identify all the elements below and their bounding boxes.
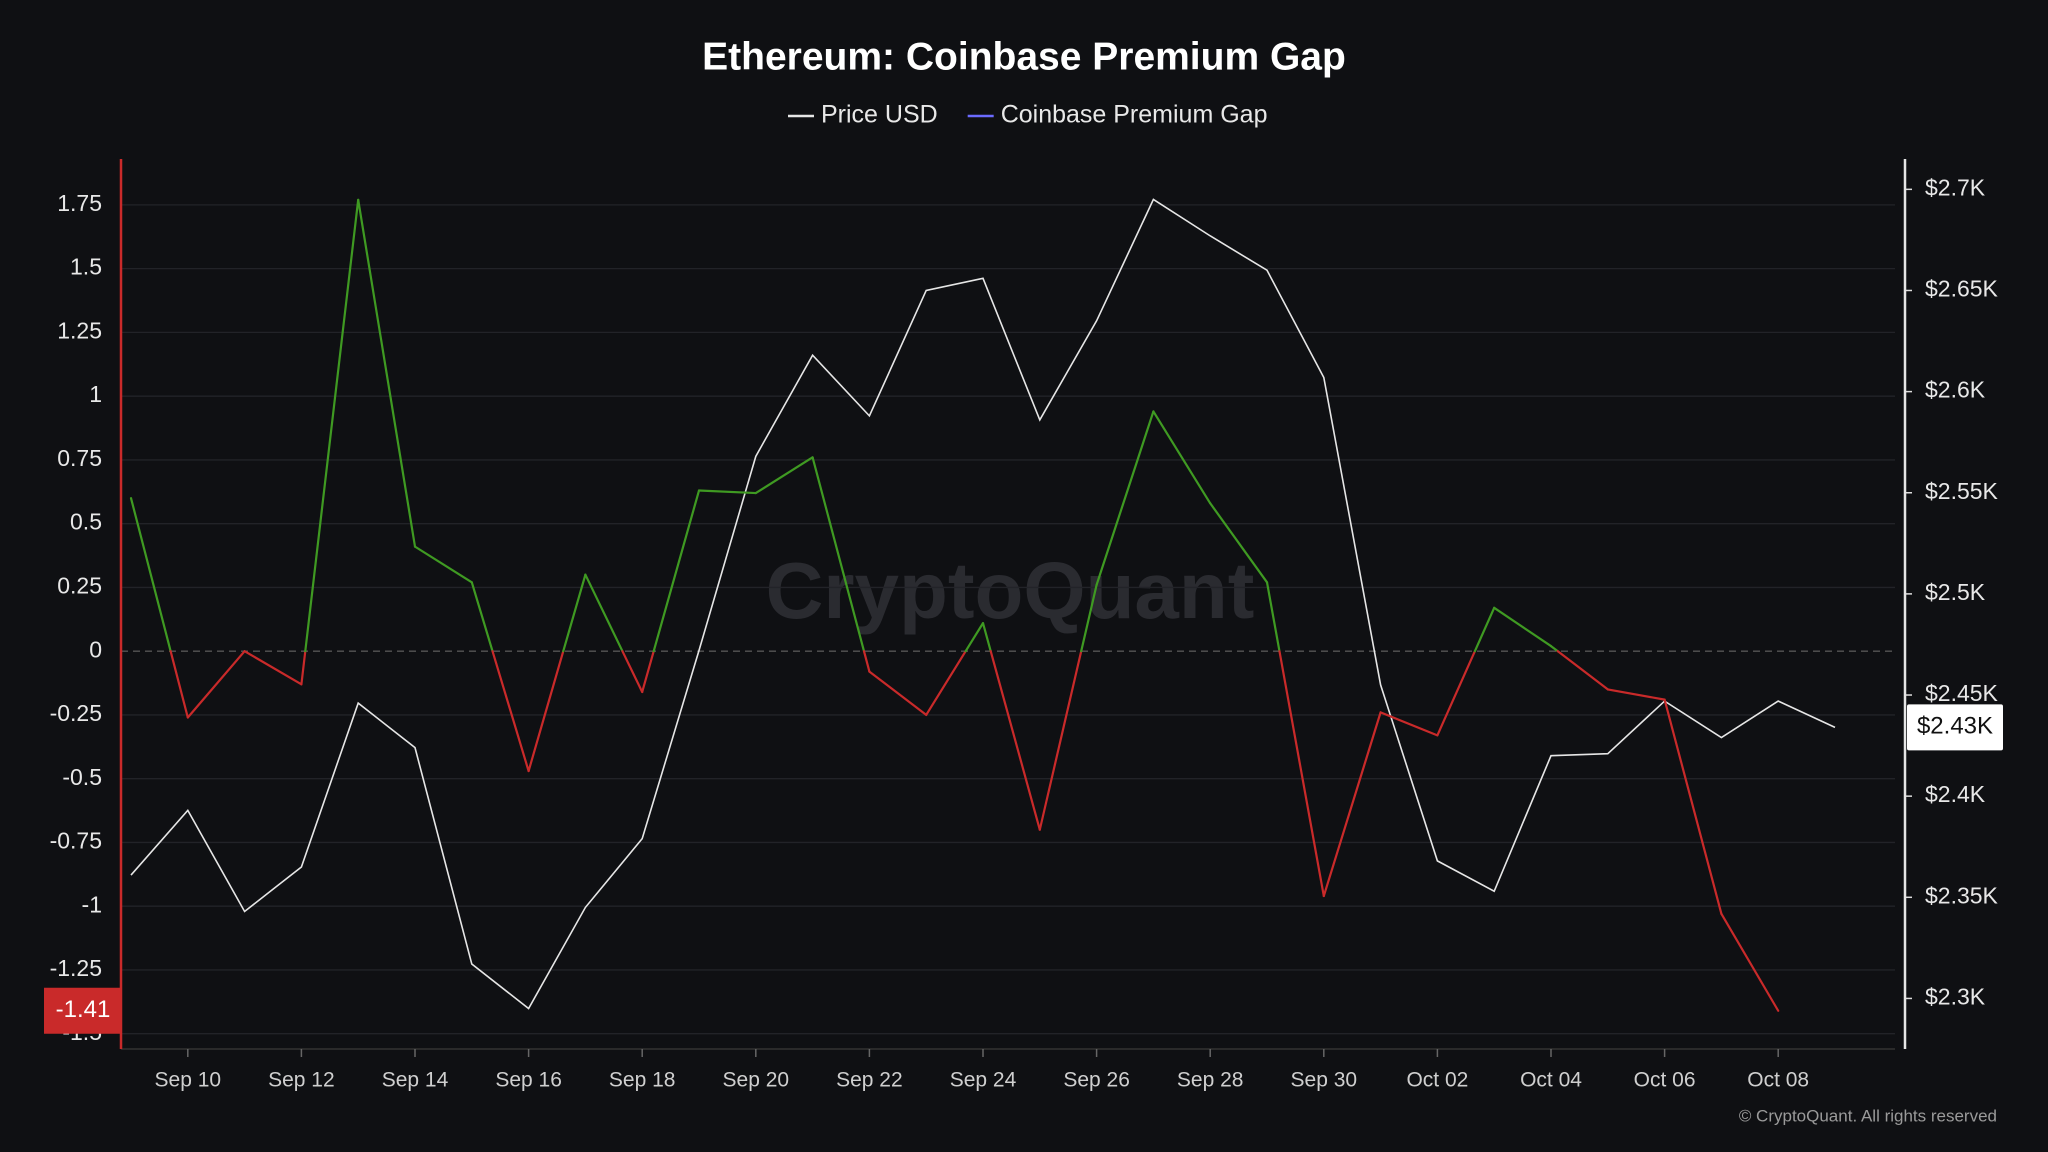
premium-segment (562, 573, 587, 653)
x-tick-label: Oct 08 (1747, 1069, 1809, 1092)
y2-tick-label: $2.35K (1925, 882, 1999, 908)
y2-tick-label: $2.5K (1925, 579, 1986, 605)
y2-tick-label: $2.55K (1925, 478, 1999, 504)
y-tick-label: 1.25 (57, 317, 102, 343)
premium-segment (1720, 912, 1780, 1012)
premium-segment (641, 650, 655, 694)
premium-segment (925, 650, 967, 717)
premium-segment (1556, 650, 1609, 691)
x-tick-label: Sep 22 (836, 1069, 903, 1092)
premium-segment (1549, 644, 1559, 653)
premium-segment (989, 650, 1041, 831)
premium-segment (1095, 410, 1155, 586)
premium-segment (1080, 583, 1098, 653)
y2-tick-label: $2.45K (1925, 680, 1999, 706)
y2-tick-label: $2.4K (1925, 781, 1986, 807)
y-tick-label: 0.75 (57, 445, 102, 471)
premium-segment (186, 650, 246, 719)
price-line (130, 198, 1836, 1010)
y2-tick-label: $2.7K (1925, 174, 1986, 200)
x-tick-label: Oct 02 (1406, 1069, 1468, 1092)
legend-label: Price USD (821, 101, 938, 129)
premium-segment (1038, 650, 1083, 831)
last-value-box (1907, 704, 2003, 751)
x-tick-label: Sep 10 (155, 1069, 222, 1092)
last-value-label: $2.43K (1917, 713, 1993, 740)
x-tick-label: Sep 16 (495, 1069, 562, 1092)
premium-segment (862, 650, 871, 673)
y-tick-label: 0.25 (57, 573, 102, 599)
y-tick-label: -1.25 (50, 955, 102, 981)
x-tick-label: Sep 26 (1063, 1069, 1130, 1092)
premium-segment (1322, 711, 1382, 898)
premium-segment (129, 497, 172, 653)
chart-title: Ethereum: Coinbase Premium Gap (702, 35, 1346, 78)
premium-segment (491, 650, 530, 773)
premium-segment (697, 489, 757, 495)
premium-segment (527, 650, 565, 773)
x-tick-label: Sep 12 (268, 1069, 335, 1092)
premium-segment (868, 670, 928, 717)
y-tick-label: 0 (89, 636, 102, 662)
y-tick-label: 1 (89, 381, 102, 407)
x-tick-label: Sep 18 (609, 1069, 676, 1092)
premium-segment (357, 198, 417, 548)
y-tick-label: -1 (82, 891, 102, 917)
x-tick-label: Sep 24 (950, 1069, 1017, 1092)
premium-segment (1663, 698, 1723, 915)
premium-segment (1278, 650, 1325, 898)
y-tick-label: -0.25 (50, 700, 102, 726)
premium-segment (1209, 502, 1269, 584)
last-value-box (44, 987, 121, 1034)
premium-segment (1473, 606, 1496, 653)
y2-tick-label: $2.3K (1925, 984, 1986, 1010)
x-tick-label: Sep 30 (1291, 1069, 1358, 1092)
premium-segment (304, 198, 360, 653)
x-tick-label: Oct 06 (1634, 1069, 1696, 1092)
premium-segment (300, 650, 307, 686)
premium-segment (1265, 581, 1281, 653)
premium-segment (621, 650, 644, 694)
y-tick-label: -0.5 (62, 764, 102, 790)
legend: Price USD Coinbase Premium Gap (788, 101, 1267, 129)
premium-segment (964, 622, 985, 653)
premium-segment (1493, 606, 1553, 648)
x-tick-label: Sep 14 (382, 1069, 449, 1092)
premium-segment (1152, 410, 1212, 505)
x-tick-label: Sep 20 (723, 1069, 790, 1092)
premium-segment (1379, 711, 1439, 737)
premium-segment (754, 456, 814, 495)
y-tick-label: 0.5 (70, 509, 102, 535)
x-tick-label: Sep 28 (1177, 1069, 1244, 1092)
y-tick-label: 1.5 (70, 254, 102, 280)
x-tick-label: Oct 04 (1520, 1069, 1582, 1092)
premium-segment (470, 581, 494, 653)
y-tick-label: 1.75 (57, 190, 102, 216)
premium-segment (169, 650, 189, 719)
premium-segment (1606, 688, 1666, 701)
premium-segment (243, 650, 303, 686)
legend-label: Coinbase Premium Gap (1001, 101, 1268, 129)
y2-tick-label: $2.6K (1925, 377, 1986, 403)
y-tick-label: -0.75 (50, 828, 102, 854)
premium-segment (652, 489, 701, 653)
last-value-label: -1.41 (56, 996, 111, 1023)
premium-segment (1436, 650, 1476, 737)
y2-tick-label: $2.65K (1925, 276, 1999, 302)
premium-segment (981, 622, 992, 653)
premium-segment (811, 456, 866, 653)
premium-segment (584, 573, 624, 653)
premium-segment (413, 545, 473, 584)
copyright: © CryptoQuant. All rights reserved (1739, 1106, 1997, 1125)
